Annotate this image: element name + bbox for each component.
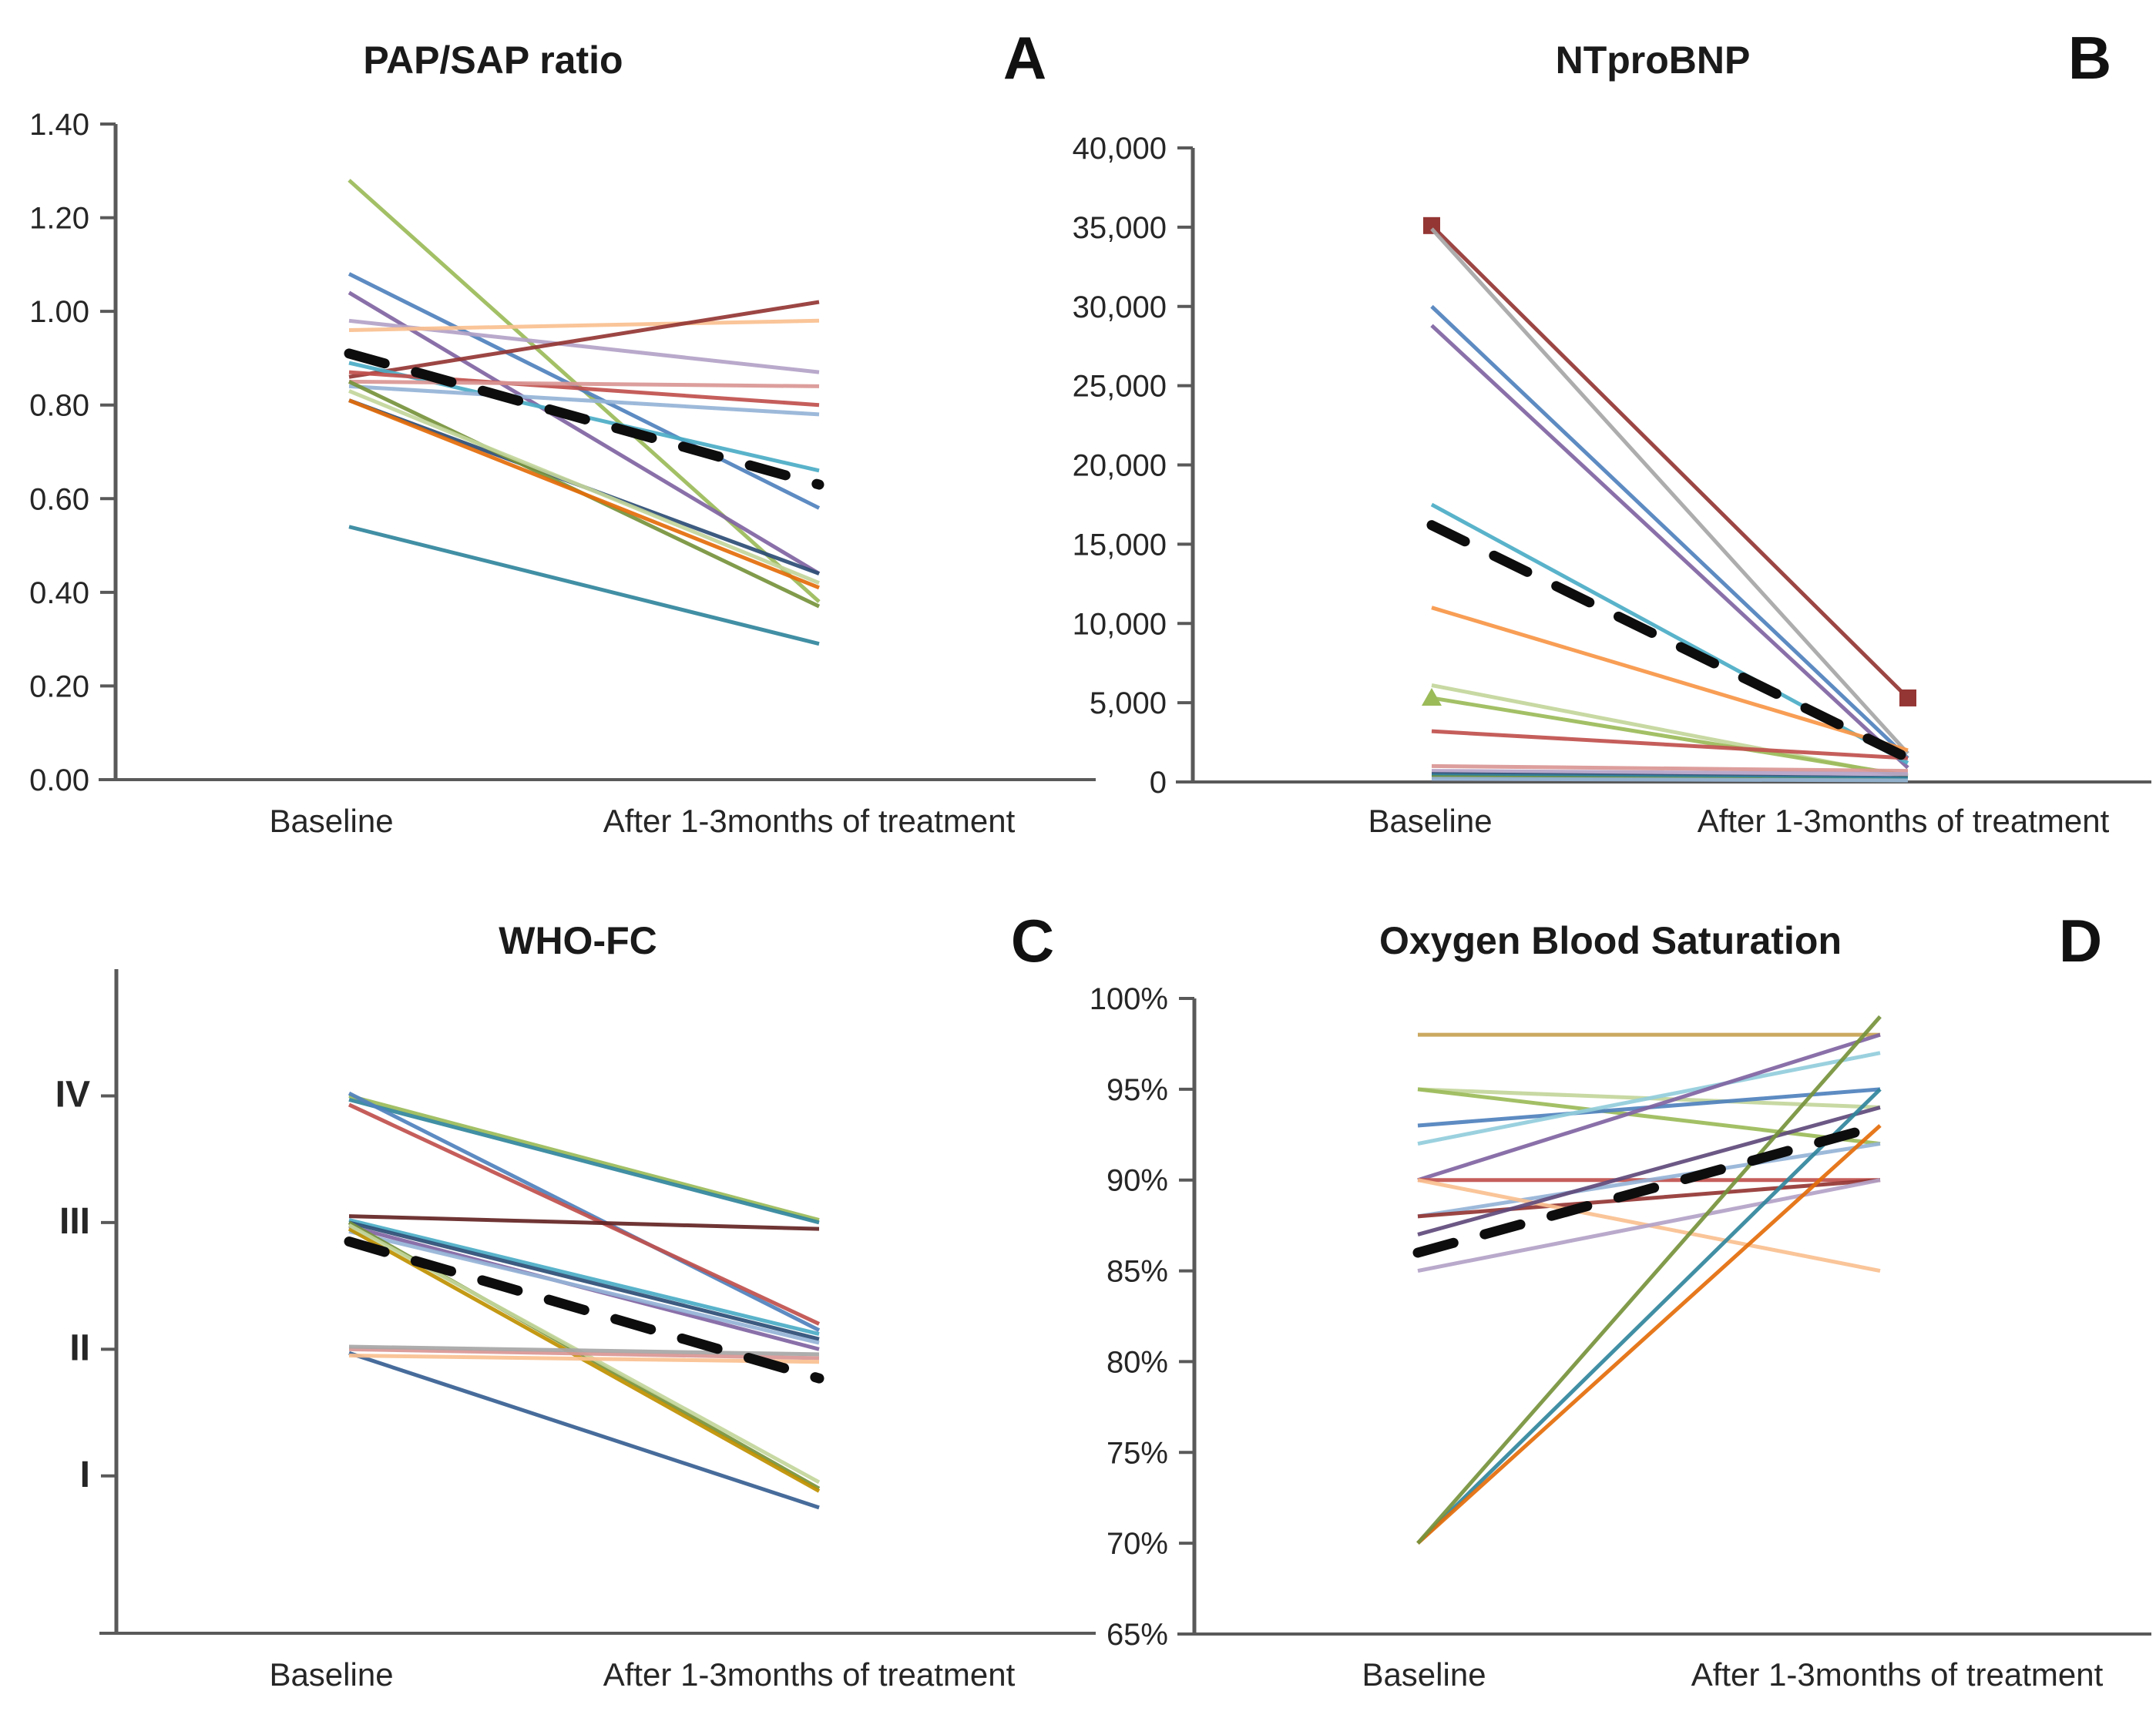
y-tick-label: 1.00 [29,295,89,329]
patient-line [1416,1088,1882,1545]
y-tick-label: 0.00 [29,763,89,797]
mean-dashed-line [344,1236,824,1384]
y-tick-label: 70% [1107,1527,1168,1561]
patient-line [348,290,821,575]
y-tick-label: 0.80 [29,389,89,423]
patient-line [348,1214,820,1231]
triangle-marker [1422,687,1442,706]
y-tick-label: 10,000 [1073,607,1167,641]
patient-line [348,1354,820,1364]
panel-d-plot: 65% 70% 75% 80% 85% 90% 95% 100% Baseline After 1… [1090,982,2151,1693]
mean-dashed-line [344,348,824,490]
patient-line [1417,1087,1881,1146]
y-tick-label: III [59,1201,90,1242]
patient-line [348,1094,820,1223]
y-tick-label: 0.40 [29,576,89,610]
patient-line [348,1344,820,1357]
patient-line [348,379,820,388]
x-label-after: After 1-3months of treatment [603,803,1016,839]
patient-line [348,398,820,590]
y-tick-label: 15,000 [1073,528,1167,562]
patient-line [1417,1178,1881,1219]
patient-line [1431,777,1909,783]
patient-line [1431,769,1909,777]
y-tick-label: II [69,1327,90,1368]
y-tick-label: 90% [1107,1164,1168,1198]
panel-c-title: WHO-FC [499,919,657,962]
mean-dashed-line [1412,1120,1886,1258]
y-tick-label: 85% [1107,1255,1168,1289]
y-tick-label: I [80,1455,90,1495]
patient-line [1416,1015,1882,1545]
patient-line [1431,696,1909,778]
square-marker [1423,216,1440,234]
x-label-baseline: Baseline [269,1656,393,1693]
patient-line [348,318,820,332]
y-tick-label: 25,000 [1073,370,1167,404]
patient-line [348,1347,820,1361]
patient-line [1416,1124,1882,1545]
patient-line [1417,1106,1881,1236]
y-tick-label: 40,000 [1073,132,1167,166]
panel-b-letter: B [2068,24,2111,92]
patient-line [348,1102,821,1326]
patient-line [1431,729,1909,760]
y-tick-label: 80% [1107,1345,1168,1379]
patient-line [348,389,820,586]
patient-line [1430,224,1909,700]
square-marker [1899,689,1916,706]
y-tick-label: 65% [1107,1618,1168,1652]
y-tick-label: 95% [1107,1073,1168,1107]
x-label-after: After 1-3months of treatment [1698,803,2110,839]
x-label-baseline: Baseline [1362,1656,1486,1693]
panel-d-letter: D [2059,907,2102,975]
panel-d-title: Oxygen Blood Saturation [1379,919,1842,962]
patient-line [348,300,820,379]
panel-a-plot: 0.00 0.20 0.40 0.60 0.80 1.00 1.20 1.40 Baseline… [29,108,1096,839]
patient-line [1430,227,1909,755]
patient-line [348,1220,820,1341]
x-label-after: After 1-3months of treatment [603,1656,1016,1693]
y-tick-label: 1.20 [29,202,89,236]
patient-line [348,1091,821,1332]
patient-line [1417,1032,1881,1183]
panel-b-plot: 0 5,000 10,000 15,000 20,000 25,000 30,000 35,0… [1073,132,2151,839]
mean-dashed-line [1426,520,1913,763]
y-tick-label: IV [55,1074,90,1115]
patient-line [348,1218,820,1337]
panel-a-letter: A [1003,24,1046,92]
patient-line [1430,324,1909,770]
x-label-baseline: Baseline [269,803,393,839]
y-tick-label: 1.40 [29,108,89,142]
patient-line [348,525,820,646]
y-tick-label: 75% [1107,1436,1168,1470]
y-tick-label: 0 [1150,766,1167,800]
y-tick-label: 100% [1090,982,1168,1016]
y-tick-label: 35,000 [1073,211,1167,245]
y-tick-label: 30,000 [1073,290,1167,324]
patient-line [1417,1051,1881,1146]
patient-line [348,1229,820,1345]
patient-line [1430,304,1909,760]
patient-line [348,384,820,417]
panel-c-letter: C [1011,907,1054,975]
y-tick-label: 20,000 [1073,449,1167,483]
x-label-baseline: Baseline [1368,803,1492,839]
patient-line [348,1097,820,1225]
y-tick-label: 0.60 [29,482,89,516]
patient-line [348,1351,820,1510]
patient-line [348,272,821,510]
patient-line [1417,1142,1881,1219]
panel-b-title: NTproBNP [1556,39,1751,82]
y-tick-label: 0.20 [29,669,89,703]
patient-line [1431,606,1909,753]
y-tick-label: 5,000 [1090,686,1167,720]
x-label-after: After 1-3months of treatment [1691,1656,2104,1693]
patient-line [1431,763,1909,773]
panel-a-title: PAP/SAP ratio [363,39,623,82]
